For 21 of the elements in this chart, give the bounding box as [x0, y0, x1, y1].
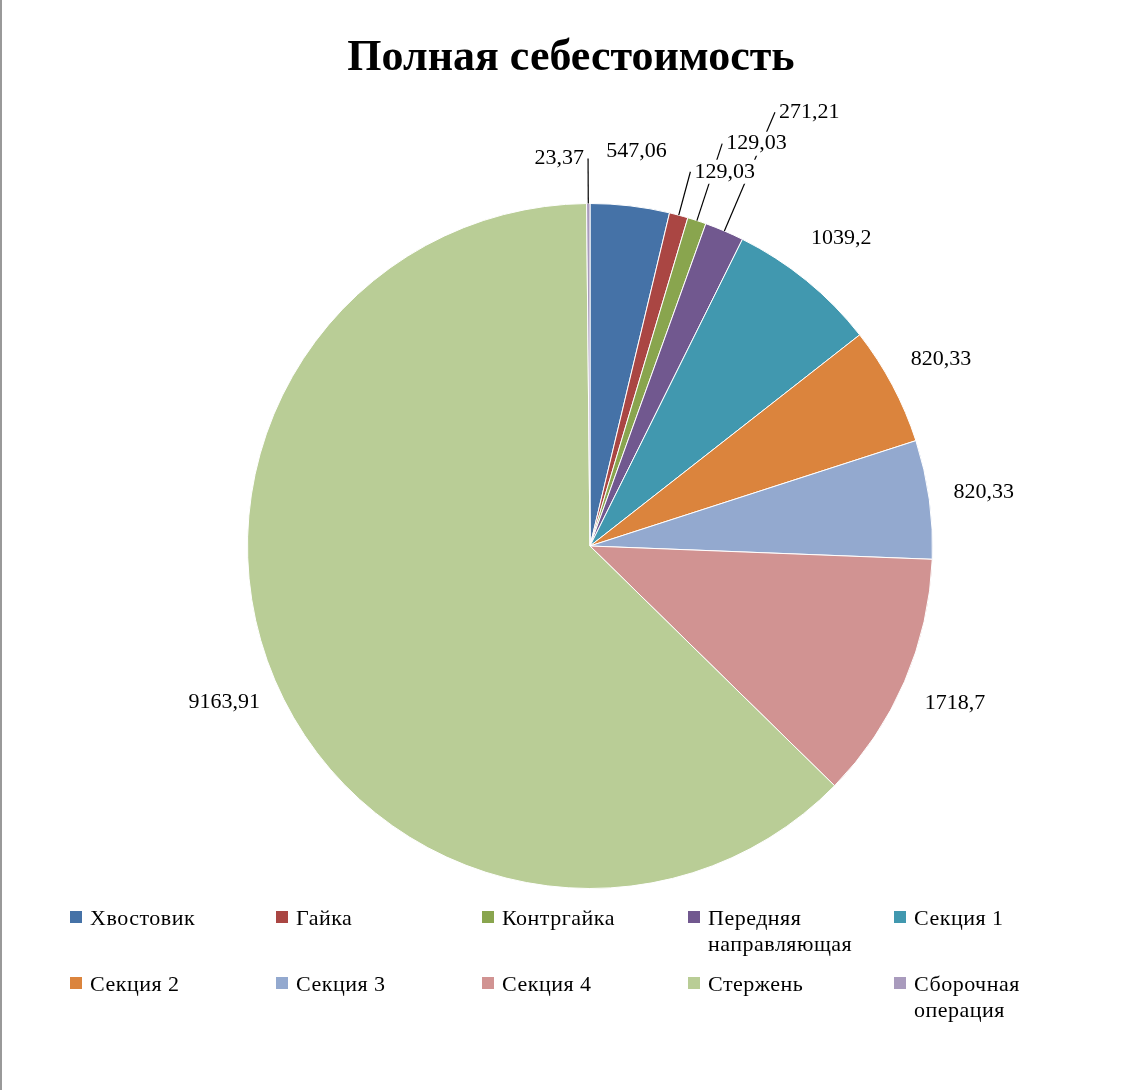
data-label: 129,03 — [694, 157, 755, 183]
chart-title: Полная себестоимость — [346, 30, 796, 81]
legend-label: Контргайка — [502, 905, 616, 931]
data-label: 820,33 — [910, 345, 972, 371]
data-label: 129,03 — [726, 129, 787, 155]
legend-label: Стержень — [708, 971, 805, 997]
legend-label: Секция 3 — [296, 971, 387, 997]
data-label: 9163,91 — [188, 687, 261, 713]
data-label: 1718,7 — [924, 689, 986, 715]
data-label: 547,06 — [606, 137, 667, 163]
data-label: 820,33 — [953, 477, 1015, 503]
legend-label: Секция 1 — [914, 905, 1005, 931]
legend-label: Секция 2 — [90, 971, 181, 997]
data-label: 1039,2 — [810, 223, 872, 249]
legend-label: Гайка — [296, 905, 354, 931]
legend-label: Секция 4 — [502, 971, 593, 997]
legend-label: Передняя направляющая — [708, 905, 854, 957]
legend-label: Сборочная операция — [914, 971, 1021, 1023]
data-label: 271,21 — [778, 98, 840, 124]
data-label: 23,37 — [534, 144, 585, 170]
legend-label: Хвостовик — [90, 905, 197, 931]
